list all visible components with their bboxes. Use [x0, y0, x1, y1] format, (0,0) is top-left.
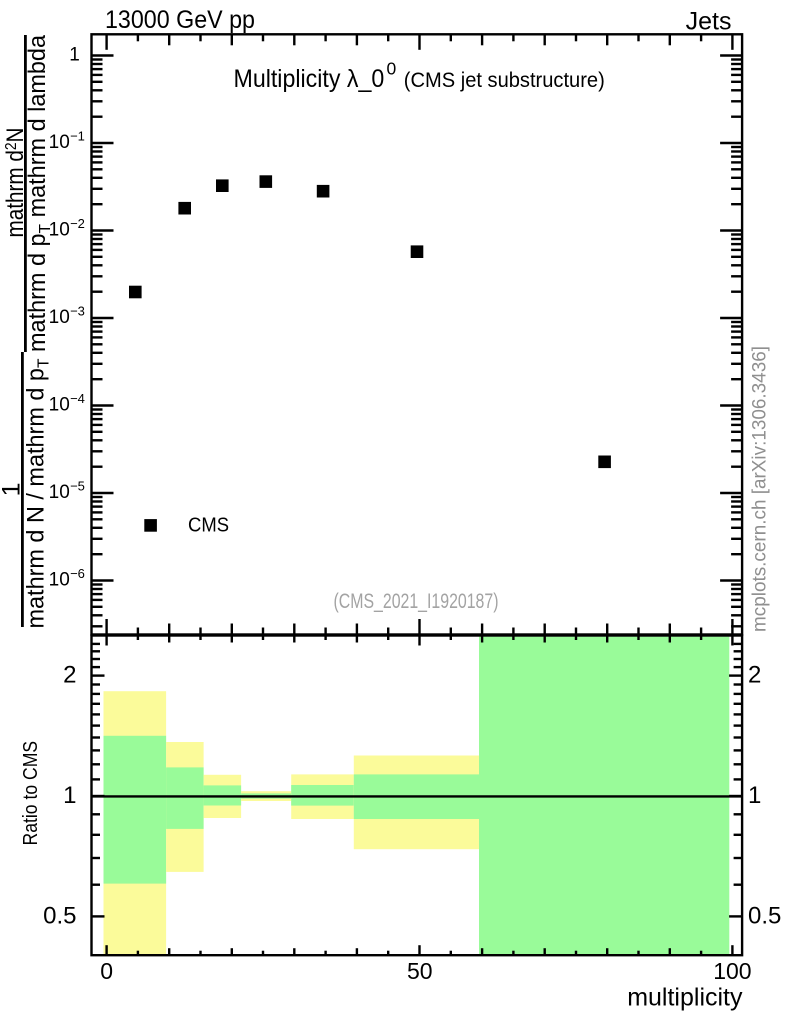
svg-text:−2: −2	[70, 216, 85, 231]
svg-text:mathrm d N / mathrm d pT: mathrm d N / mathrm d pT	[23, 358, 53, 628]
svg-text:CMS: CMS	[188, 514, 229, 537]
svg-text:0.5: 0.5	[748, 902, 781, 929]
svg-text:2: 2	[63, 662, 76, 689]
svg-text:13000 GeV pp: 13000 GeV pp	[105, 6, 255, 34]
svg-text:(CMS_2021_I1920187): (CMS_2021_I1920187)	[334, 590, 499, 613]
svg-text:Ratio to CMS: Ratio to CMS	[19, 741, 42, 846]
svg-text:10: 10	[49, 395, 70, 416]
svg-text:50: 50	[407, 958, 433, 984]
svg-text:1: 1	[748, 782, 761, 809]
svg-text:10: 10	[49, 307, 70, 328]
svg-text:100: 100	[713, 958, 751, 984]
svg-text:0.5: 0.5	[43, 902, 76, 929]
svg-text:−6: −6	[70, 566, 85, 581]
svg-text:2: 2	[748, 662, 761, 689]
svg-text:mathrm d pT mathrm d lambda: mathrm d pT mathrm d lambda	[24, 34, 54, 352]
svg-text:multiplicity: multiplicity	[627, 984, 743, 1012]
svg-text:mcplots.cern.ch [arXiv:1306.34: mcplots.cern.ch [arXiv:1306.3436]	[749, 346, 771, 632]
svg-text:mathrm d2N: mathrm d2N	[2, 128, 29, 238]
svg-text:−5: −5	[70, 479, 85, 494]
svg-text:1: 1	[63, 782, 76, 809]
svg-text:10: 10	[49, 220, 70, 241]
svg-text:(CMS jet substructure): (CMS jet substructure)	[404, 68, 605, 92]
svg-text:0: 0	[387, 59, 397, 79]
svg-text:1: 1	[0, 482, 26, 496]
svg-text:−4: −4	[70, 391, 85, 406]
svg-text:10: 10	[49, 570, 70, 591]
svg-text:10: 10	[49, 132, 70, 153]
svg-text:1: 1	[69, 45, 80, 66]
svg-text:−1: −1	[70, 129, 85, 144]
svg-text:Jets: Jets	[686, 8, 732, 36]
svg-text:10: 10	[49, 482, 70, 503]
svg-text:Multiplicity λ_0: Multiplicity λ_0	[234, 65, 385, 93]
svg-text:−3: −3	[70, 304, 85, 319]
svg-text:0: 0	[100, 958, 113, 984]
